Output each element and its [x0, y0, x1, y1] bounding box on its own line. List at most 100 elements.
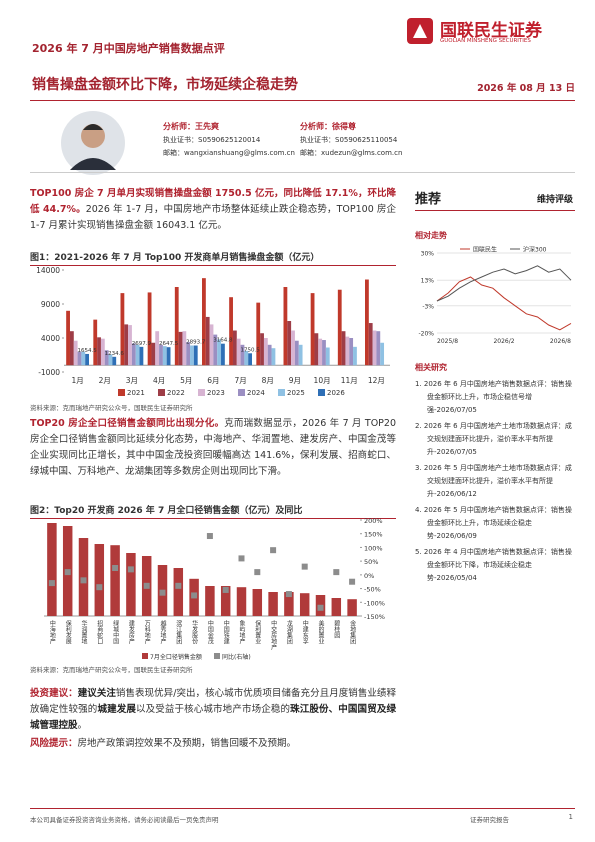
- figure-source: 资料来源：克而瑞地产研究公众号，国联民生证券研究所: [30, 666, 193, 674]
- x-tick-label: 中交房地产: [270, 619, 277, 651]
- text-run: 销售表现优异/突出，核心城市优质项目储备充分且月度销售业绩释放确定性较强的: [30, 688, 396, 715]
- text-run: 2026 年 1-7 月，中国房地产市场整体延续止跌企稳态势，TOP100 房企…: [30, 204, 397, 231]
- legend-swatch: [318, 389, 325, 396]
- bar: [368, 323, 373, 366]
- text-run: 风险提示：: [30, 738, 78, 749]
- bar: [337, 289, 342, 366]
- point: [206, 533, 213, 540]
- bar: [372, 330, 377, 366]
- bar: [217, 339, 222, 366]
- bar: [104, 350, 109, 366]
- data-label: 1234.6: [105, 351, 125, 357]
- bar: [178, 331, 183, 366]
- point: [96, 584, 103, 591]
- text-run: 城建发展: [97, 704, 136, 715]
- research-item: 3. 2026 年 5 月中国房地产土地市场数据点评：成交规划建面环比提升，溢价…: [415, 464, 572, 498]
- rating-note: 维持评级: [536, 195, 573, 205]
- x-tick-label: 建发房产: [127, 619, 134, 645]
- y-tick-label: 4000: [41, 334, 60, 343]
- x-tick-label: 2月: [99, 376, 111, 385]
- figure-title: 图2：Top20 开发商 2026 年 7 月全口径销售金额（亿元）及同比: [30, 503, 396, 519]
- bar: [345, 336, 350, 366]
- analyst-cert: 执业证书：S0590625120014: [163, 136, 261, 144]
- bar: [97, 337, 101, 366]
- divider: [30, 172, 575, 173]
- y2-tick-label: 100%: [364, 544, 383, 552]
- x-tick-label: 华润置地: [80, 619, 87, 644]
- bar: [94, 544, 105, 616]
- bar: [205, 586, 215, 616]
- rating: 推荐: [415, 192, 442, 207]
- bar: [322, 340, 326, 366]
- point: [254, 569, 261, 576]
- bar: [120, 293, 125, 366]
- point: [159, 589, 166, 596]
- bar: [294, 340, 299, 366]
- y-tick-label: -1000: [38, 368, 60, 377]
- bar: [213, 334, 218, 366]
- bar: [256, 302, 261, 366]
- bar: [244, 350, 249, 366]
- header-rule: [30, 100, 575, 101]
- bar: [291, 330, 295, 366]
- x-tick-label: 龙湖集团: [285, 619, 292, 645]
- point: [317, 604, 324, 611]
- bar: [135, 344, 140, 366]
- line: [436, 276, 572, 331]
- bar: [112, 356, 117, 366]
- bar: [147, 292, 152, 366]
- bar: [248, 353, 252, 366]
- legend-swatch: [142, 653, 148, 659]
- text-run: 建议关注: [77, 688, 116, 699]
- bar: [287, 321, 292, 366]
- legend-swatch: [118, 389, 125, 396]
- report-date: 2026 年 08 月 13 日: [477, 83, 575, 94]
- point: [285, 591, 292, 598]
- y-tick-label: -20%: [418, 331, 434, 338]
- bar: [151, 342, 156, 366]
- point: [175, 582, 182, 589]
- bar: [347, 599, 357, 616]
- bar: [349, 338, 354, 366]
- page-number: 1: [568, 813, 573, 821]
- bar: [221, 343, 225, 366]
- bar: [126, 553, 136, 616]
- x-tick-label: 9月: [289, 376, 301, 385]
- y2-tick-label: 50%: [364, 558, 378, 566]
- x-tick-label: 保利发展: [64, 619, 71, 645]
- y-tick-label: -3%: [422, 303, 434, 310]
- bar: [186, 342, 191, 366]
- footer-type: 证券研究报告: [470, 816, 509, 824]
- research-list: 1. 2026 年 6 月中国房地产销售数据点评：销售操盘金额环比上升，市场企稳…: [415, 378, 575, 588]
- point: [238, 555, 245, 562]
- bar: [69, 331, 74, 366]
- bar: [299, 593, 310, 616]
- data-label: 1750.5: [240, 347, 260, 353]
- bar: [220, 586, 231, 616]
- x-tick-label: 越秀地产: [159, 619, 166, 645]
- analyst-name: 分析师：徐得尊: [300, 122, 356, 131]
- text-run: 房地产政策调控效果不及预期，销售回暖不及预期。: [77, 738, 297, 749]
- x-tick-label: 绿城中国: [112, 619, 119, 645]
- bar: [190, 345, 194, 366]
- footer-rule: [30, 808, 575, 809]
- point: [80, 577, 87, 584]
- x-tick-label: 3月: [126, 376, 138, 385]
- y2-tick-label: 200%: [364, 517, 383, 525]
- bar: [380, 342, 385, 366]
- bar: [100, 338, 105, 366]
- bar: [110, 545, 120, 616]
- x-tick-label: 5月: [180, 376, 192, 385]
- bar: [124, 324, 129, 366]
- analyst-name: 分析师：王先爽: [163, 122, 219, 131]
- bar: [232, 330, 237, 366]
- legend-swatch: [214, 653, 220, 659]
- bar: [240, 344, 245, 366]
- bar: [263, 338, 268, 366]
- figure-source: 资料来源：克而瑞地产研究公众号，国联民生证券研究所: [30, 404, 193, 412]
- paragraph: 投资建议：建议关注销售表现优异/突出，核心城市优质项目储备充分且月度销售业绩释放…: [30, 686, 396, 734]
- y2-tick-label: -50%: [364, 586, 381, 594]
- x-tick-label: 华发股份: [191, 619, 198, 645]
- analyst-cert: 执业证书：S0590625110054: [300, 136, 398, 144]
- bar: [283, 287, 288, 366]
